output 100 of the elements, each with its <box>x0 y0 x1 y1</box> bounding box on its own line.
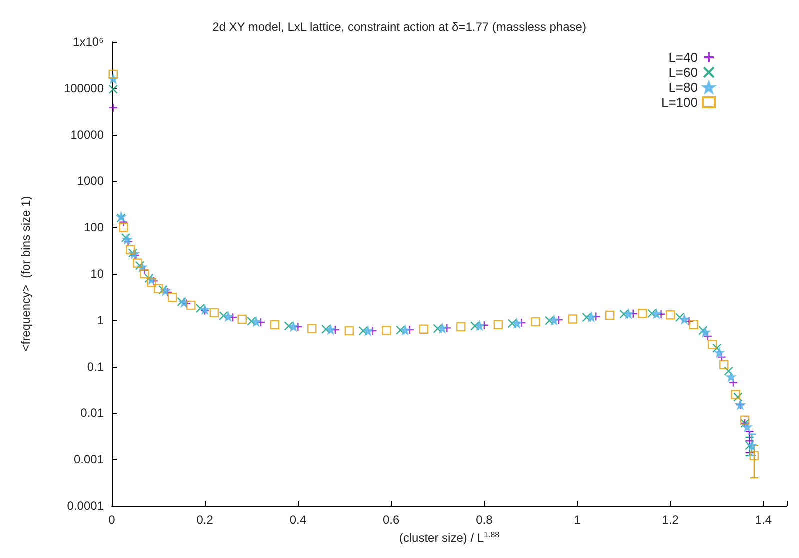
point <box>747 441 757 450</box>
point <box>726 372 736 382</box>
point <box>140 266 150 275</box>
point <box>358 326 368 336</box>
point <box>382 326 392 336</box>
point <box>363 326 373 336</box>
x-tick-label: 0.8 <box>476 513 494 527</box>
point <box>666 310 676 320</box>
point <box>154 284 164 294</box>
point <box>568 314 578 324</box>
point <box>256 318 266 328</box>
point <box>675 312 685 322</box>
point <box>647 309 657 318</box>
point <box>684 316 694 326</box>
point <box>708 340 718 350</box>
point <box>740 416 750 425</box>
point <box>698 326 708 336</box>
point <box>160 286 170 296</box>
point <box>734 392 743 402</box>
point <box>619 310 629 319</box>
point <box>121 233 131 242</box>
point <box>140 269 150 279</box>
point <box>419 324 428 334</box>
y-tick-label: 0.01 <box>80 406 104 420</box>
legend-label: L=60 <box>668 65 698 80</box>
legend-label: L=80 <box>668 80 698 95</box>
point <box>586 312 596 322</box>
y-tick-label: 1x10⁶ <box>73 35 104 49</box>
point <box>168 293 178 302</box>
point <box>750 451 760 461</box>
point <box>624 309 634 319</box>
x-tick-label: 1 <box>574 513 582 527</box>
point <box>108 70 118 80</box>
point <box>724 366 734 376</box>
y-tick-label: 1000 <box>77 174 104 188</box>
y-tick-label: 0.1 <box>87 360 104 374</box>
point <box>186 300 196 310</box>
point <box>720 360 729 370</box>
point <box>270 320 280 330</box>
point <box>712 344 722 353</box>
point <box>238 314 247 324</box>
point <box>119 223 128 232</box>
point <box>544 316 554 326</box>
point <box>210 308 220 318</box>
point <box>180 298 189 308</box>
point <box>326 325 336 334</box>
point <box>108 84 118 94</box>
x-tick-label: 1.4 <box>755 513 772 527</box>
y-tick-label: 100000 <box>64 81 104 96</box>
y-tick-label: 10 <box>90 267 104 281</box>
point <box>133 258 142 268</box>
point <box>224 312 233 322</box>
point <box>731 390 740 400</box>
point <box>582 312 592 322</box>
y-tick-label: 100 <box>84 220 104 235</box>
point <box>252 317 261 326</box>
point <box>680 314 690 324</box>
point <box>124 236 133 246</box>
chart-title: 2d XY model, LxL lattice, constraint action at δ=1.77 (massless phase) <box>212 20 586 34</box>
point <box>494 320 503 330</box>
point <box>714 348 724 358</box>
point <box>219 311 228 321</box>
point <box>294 322 303 332</box>
point <box>146 278 156 288</box>
x-tick-label: 1.2 <box>662 513 680 527</box>
point <box>550 316 559 325</box>
point <box>400 326 410 335</box>
point <box>322 324 331 334</box>
legend-label: L=100 <box>661 95 698 110</box>
y-axis-title: <frequency> (for bins size 1) <box>19 196 33 352</box>
legend-label: L=40 <box>668 50 698 65</box>
x-tick-label: 0.4 <box>290 513 307 527</box>
x-tick-label: 0.2 <box>196 513 214 527</box>
point <box>308 324 317 334</box>
point <box>531 317 540 327</box>
point <box>456 322 466 332</box>
point <box>508 319 517 328</box>
y-tick-label: 10000 <box>70 128 104 142</box>
point <box>512 318 522 328</box>
point <box>108 103 118 112</box>
point <box>433 324 442 334</box>
point <box>728 378 738 388</box>
point <box>288 322 298 332</box>
point <box>228 312 238 322</box>
point <box>344 326 354 336</box>
point <box>700 328 710 338</box>
point <box>396 326 406 335</box>
x-tick-label: 0 <box>108 513 116 527</box>
point <box>158 285 168 295</box>
point <box>126 245 136 255</box>
point <box>144 274 154 284</box>
point <box>745 441 754 450</box>
point <box>742 422 752 432</box>
y-tick-label: 1 <box>97 313 104 328</box>
point <box>284 322 294 331</box>
point <box>470 322 480 331</box>
point <box>689 320 698 330</box>
x-tick-label: 0.6 <box>382 513 400 527</box>
y-tick-label: 0.001 <box>74 452 104 467</box>
point <box>703 332 712 342</box>
